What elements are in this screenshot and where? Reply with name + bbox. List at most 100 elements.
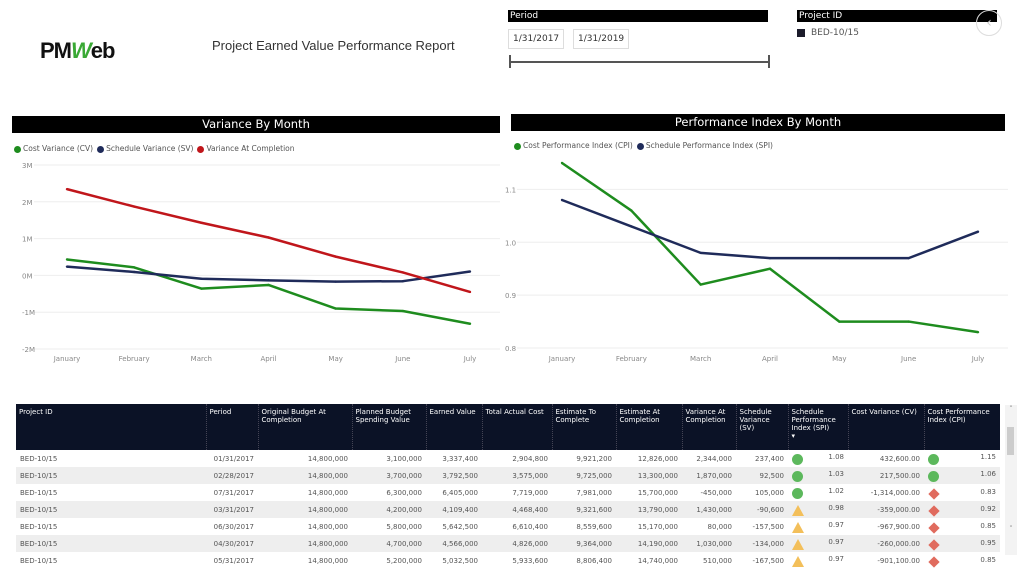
table-cell: 0.92 — [924, 501, 1000, 518]
red-diamond-icon — [928, 538, 940, 551]
table-cell: 15,170,000 — [637, 522, 678, 531]
table-cell: 0.98 — [788, 501, 848, 518]
data-point — [768, 267, 772, 270]
table-cell: 9,921,200 — [576, 454, 612, 463]
table-cell: 432,600.00 — [879, 454, 920, 463]
column-header[interactable]: Original Budget At Completion — [258, 404, 353, 450]
legend-item-spi[interactable]: Schedule Performance Index (SPI) — [636, 141, 773, 150]
y-tick-label: 1.0 — [505, 239, 516, 247]
table-cell: BED-10/15 — [16, 535, 206, 552]
x-tick-label: June — [394, 355, 410, 363]
table-cell: 92,500 — [736, 467, 788, 484]
table-scrollbar[interactable]: ˄ ˅ — [1005, 405, 1017, 555]
data-point — [65, 258, 69, 261]
table-cell: 5,642,500 — [442, 522, 478, 531]
y-tick-label: -2M — [22, 346, 35, 354]
data-point — [200, 221, 203, 224]
green-circle-icon — [792, 470, 803, 482]
pmweb-logo: PMWeb — [40, 38, 115, 63]
x-tick-label: March — [690, 355, 711, 363]
column-header[interactable]: Earned Value — [426, 404, 483, 450]
table-row[interactable]: BED-10/15 06/30/2017 14,800,000 5,800,000 5,… — [16, 518, 1000, 535]
data-point — [267, 236, 270, 239]
variance-chart: 3M 2M 1M 0M -1M -2M January February March April M… — [22, 162, 500, 363]
scroll-thumb[interactable] — [1007, 427, 1014, 455]
column-header[interactable]: Estimate To Complete — [552, 404, 617, 450]
ev-table: Project ID Period Original Budget At Compl… — [16, 404, 1000, 574]
data-point — [699, 283, 702, 286]
performance-chart-legend: Cost Performance Index (CPI) Schedule Pe… — [514, 141, 773, 150]
y-tick-label: 0M — [22, 272, 33, 280]
table-row[interactable]: BED-10/15 03/31/2017 14,800,000 4,200,000 4,… — [16, 501, 1000, 518]
x-tick-label: February — [616, 355, 647, 363]
table-cell: BED-10/15 — [20, 488, 58, 497]
y-tick-label: 0.9 — [505, 292, 516, 300]
table-cell: 9,321,600 — [552, 501, 616, 518]
legend-item-cv[interactable]: Cost Variance (CV) — [14, 144, 93, 153]
scroll-down-icon[interactable]: ˅ — [1009, 525, 1013, 533]
column-header[interactable]: Planned Budget Spending Value — [352, 404, 427, 450]
data-point — [468, 290, 472, 294]
table-row[interactable]: BED-10/15 02/28/2017 14,800,000 3,700,000 3,… — [16, 467, 1000, 484]
column-header[interactable]: Cost Variance (CV) — [848, 404, 925, 450]
data-point — [976, 330, 980, 334]
column-header[interactable]: Project ID — [16, 404, 207, 450]
table-row[interactable]: BED-10/15 01/31/2017 14,800,000 3,100,000 3,… — [16, 450, 1000, 467]
column-header[interactable]: Schedule Variance (SV) — [736, 404, 789, 450]
table-cell: 14,800,000 — [258, 535, 352, 552]
project-slicer: Project ID BED-10/15 — [797, 10, 997, 38]
x-tick-label: April — [762, 355, 778, 363]
table-cell: 1,870,000 — [682, 467, 736, 484]
table-cell: 0.97 — [788, 535, 848, 552]
data-point — [65, 187, 69, 191]
project-option[interactable]: BED-10/15 — [797, 28, 997, 38]
green-circle-icon — [792, 487, 803, 499]
table-row[interactable]: BED-10/15 05/31/2017 14,800,000 5,200,000 5,… — [16, 552, 1000, 569]
data-point — [468, 322, 472, 325]
data-point — [838, 256, 841, 260]
column-header[interactable]: Cost Performance Index (CPI) — [924, 404, 1000, 450]
table-cell: 1.08 — [788, 450, 848, 467]
table-cell: 1.02 — [788, 484, 848, 501]
table-row[interactable]: BED-10/15 07/31/2017 14,800,000 6,300,000 6,… — [16, 484, 1000, 501]
checkbox-icon[interactable] — [797, 29, 805, 37]
slider-end-handle[interactable] — [768, 55, 770, 68]
table-cell: 3,792,500 — [426, 467, 482, 484]
legend-item-sv[interactable]: Schedule Variance (SV) — [97, 144, 193, 153]
table-cell: 0.85 — [924, 518, 1000, 535]
legend-item-vac[interactable]: Variance At Completion — [197, 144, 295, 153]
slider-start-handle[interactable] — [509, 55, 511, 68]
y-tick-label: -1M — [22, 309, 35, 317]
series-line-0 — [561, 161, 979, 334]
back-icon[interactable]: ‹ — [976, 10, 1002, 36]
performance-chart-title: Performance Index By Month — [511, 114, 1005, 131]
sort-desc-icon[interactable]: ▾ — [791, 432, 796, 440]
variance-chart-legend: Cost Variance (CV) Schedule Variance (SV… — [14, 144, 295, 153]
data-point — [630, 209, 633, 212]
period-slicer[interactable]: Period — [508, 10, 768, 22]
column-header[interactable]: Estimate At Completion — [616, 404, 683, 450]
x-tick-label: May — [832, 355, 846, 363]
table-cell: 07/31/2017 — [213, 488, 254, 497]
table-cell: 14,800,000 — [307, 556, 348, 565]
table-cell: 8,806,400 — [576, 556, 612, 565]
scroll-up-icon[interactable]: ˄ — [1009, 405, 1013, 413]
table-cell: 14,800,000 — [258, 467, 352, 484]
table-cell: 3,575,000 — [482, 467, 552, 484]
column-header[interactable]: Variance At Completion — [682, 404, 737, 450]
column-header[interactable]: Schedule Performance Index (SPI) ▾ — [788, 404, 849, 450]
table-cell: 3,700,000 — [352, 467, 426, 484]
period-end-input[interactable]: 1/31/2019 — [573, 29, 630, 49]
table-cell: 4,109,400 — [426, 501, 482, 518]
table-cell: 01/31/2017 — [213, 454, 254, 463]
data-point — [560, 198, 564, 202]
column-header[interactable]: Period — [206, 404, 259, 450]
period-range-slider[interactable] — [510, 61, 770, 63]
table-row[interactable]: BED-10/15 04/30/2017 14,800,000 4,700,000 4,… — [16, 535, 1000, 552]
table-cell: -967,900.00 — [877, 522, 920, 531]
column-header[interactable]: Total Actual Cost — [482, 404, 553, 450]
table-cell: 217,500.00 — [848, 467, 924, 484]
period-start-input[interactable]: 1/31/2017 — [508, 29, 565, 49]
x-tick-label: January — [53, 355, 81, 363]
legend-item-cpi[interactable]: Cost Performance Index (CPI) — [514, 141, 633, 150]
